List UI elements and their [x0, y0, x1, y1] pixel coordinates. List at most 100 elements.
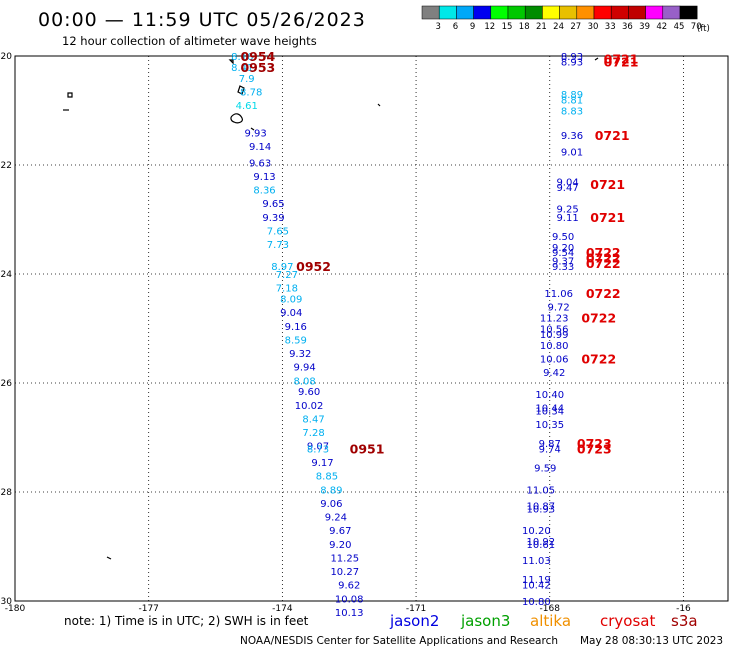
island-shape: [228, 59, 234, 65]
wave-height-label: 8.73: [307, 444, 329, 455]
pass-time-label: 0721: [590, 177, 625, 192]
legend-swatch: [438, 5, 457, 20]
wave-height-label: 9.94: [294, 363, 316, 374]
satellite-name: s3a: [671, 612, 698, 630]
y-tick-label: -30: [0, 597, 12, 607]
wave-height-label: 9.33: [552, 262, 574, 273]
wave-height-label: 8.16: [231, 52, 253, 63]
wave-height-label: 9.11: [556, 213, 578, 224]
wave-height-label: 9.32: [289, 349, 311, 360]
legend-tick-label: 70: [691, 22, 702, 32]
wave-height-label: 10.44: [535, 404, 564, 415]
wave-height-label: 7.73: [267, 240, 289, 251]
legend-tick-label: 3: [435, 22, 440, 32]
legend-swatch: [559, 5, 578, 20]
pass-time-label: 0723: [577, 436, 612, 451]
wave-height-label: 8.81: [561, 96, 583, 107]
wave-height-label: 10.56: [540, 325, 569, 336]
wave-height-label: 9.50: [552, 232, 574, 243]
wave-height-label: 9.74: [539, 444, 561, 455]
legend-tick-label: 45: [674, 22, 685, 32]
legend-tick-label: 18: [519, 22, 530, 32]
legend-tick-label: 9: [470, 22, 475, 32]
island-shape: [377, 103, 381, 107]
satellite-name: cryosat: [600, 612, 655, 630]
wave-height-label: 9.04: [280, 308, 302, 319]
wave-height-label: 10.40: [535, 390, 564, 401]
legend-swatch: [542, 5, 560, 20]
satellite-name: altika: [530, 612, 571, 630]
legend-swatch: [610, 5, 629, 20]
chart-subtitle: 12 hour collection of altimeter wave hei…: [62, 34, 317, 48]
pass-time-label: 0721: [590, 210, 625, 225]
wave-height-label: 9.93: [245, 128, 267, 139]
pass-time-label: 0721: [595, 128, 630, 143]
satellite-name: jason3: [460, 612, 510, 630]
wave-height-label: 9.39: [262, 213, 284, 224]
wave-height-label: 9.47: [556, 183, 578, 194]
wave-height-label: 10.34: [535, 406, 564, 417]
pass-time-label: 0722: [581, 351, 616, 366]
wave-height-label: 8.83: [561, 107, 583, 118]
pass-time-label: 0722: [581, 311, 616, 326]
wave-height-label: 9.36: [561, 131, 583, 142]
wave-height-label: 8.97: [271, 262, 293, 273]
wave-height-label: 11.23: [540, 314, 569, 325]
wave-height-label: 10.27: [330, 567, 359, 578]
legend-swatch: [628, 5, 646, 20]
wave-height-label: 8.36: [253, 186, 275, 197]
island-shape: [67, 92, 73, 98]
wave-height-label: 9.62: [338, 581, 360, 592]
x-tick-label: -174: [272, 604, 293, 614]
wave-height-label: 9.06: [320, 499, 342, 510]
wave-height-label: 9.16: [285, 322, 307, 333]
wave-height-label: 9.25: [556, 205, 578, 216]
wave-height-label: 8.08: [294, 376, 316, 387]
wave-height-label: 10.02: [295, 401, 324, 412]
wave-height-label: 10.08: [335, 594, 364, 605]
pass-time-label: 0721: [604, 54, 639, 69]
wave-height-label: 7.27: [276, 270, 298, 281]
legend-unit: (ft): [697, 24, 710, 34]
legend-swatch: [473, 5, 492, 20]
legend-swatch: [456, 5, 474, 20]
legend-swatch: [524, 5, 543, 20]
legend-tick-label: 15: [502, 22, 513, 32]
legend-tick-label: 30: [588, 22, 599, 32]
pass-time-label: 0722: [586, 245, 621, 260]
wave-height-label: 8.41: [231, 63, 253, 74]
y-tick-label: -20: [0, 52, 12, 62]
wave-height-label: 11.03: [522, 556, 551, 567]
wave-height-label: 9.01: [561, 147, 583, 158]
island-shape: [106, 556, 112, 560]
legend-swatch: [421, 5, 440, 20]
legend-swatch: [576, 5, 595, 20]
footnote: note: 1) Time is in UTC; 2) SWH is in fe…: [64, 614, 309, 628]
wave-height-label: 8.93: [561, 52, 583, 63]
wave-height-label: 11.25: [330, 553, 359, 564]
wave-height-label: 11.19: [522, 575, 551, 586]
island-shape: [237, 85, 245, 95]
chart-title: 00:00 — 11:59 UTC 05/26/2023: [38, 9, 366, 31]
legend-swatch: [593, 5, 612, 20]
x-tick-label: -16: [676, 604, 691, 614]
wave-height-label: 10.42: [522, 581, 551, 592]
wave-height-label: 10.20: [522, 526, 551, 537]
wave-height-label: 9.37: [552, 256, 574, 267]
wave-height-label: 10.87: [527, 502, 556, 513]
wave-height-label: 9.87: [539, 439, 561, 450]
wave-height-label: 9.14: [249, 142, 271, 153]
island-shape: [250, 127, 255, 131]
satellite-legend: jason2 jason3 altika cryosat s3a: [389, 612, 698, 630]
credit-text: NOAA/NESDIS Center for Satellite Applica…: [240, 635, 558, 647]
wave-height-label: 11.05: [527, 485, 556, 496]
plot-frame: [14, 55, 729, 602]
wave-height-label: 9.59: [534, 463, 556, 474]
wave-height-label: 9.72: [548, 303, 570, 314]
wave-height-label: 8.47: [302, 414, 324, 425]
wave-height-label: 9.65: [262, 199, 284, 210]
legend-swatch: [679, 5, 698, 20]
wave-height-label: 8.59: [285, 335, 307, 346]
wave-height-label: 9.60: [298, 387, 320, 398]
data-points: 8.168.417.9 8.78 4.61 9.93 9.14 9.63 9.13 8.36 9…: [231, 52, 583, 619]
